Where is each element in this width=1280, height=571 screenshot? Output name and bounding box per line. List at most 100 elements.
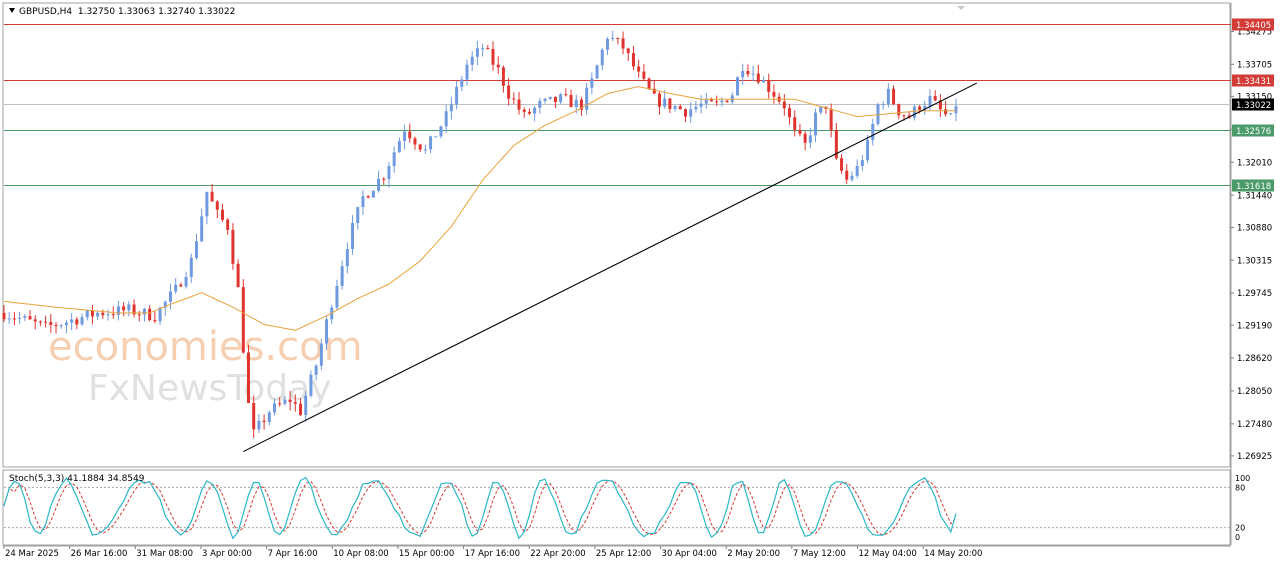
shift-marker-icon (957, 6, 965, 10)
candle (631, 45, 635, 71)
level-label-0: 1.34405 (1236, 21, 1271, 31)
candle (158, 306, 162, 326)
candle (725, 100, 729, 103)
candle (319, 338, 323, 371)
candle (533, 105, 537, 122)
candle (49, 314, 53, 333)
candle (23, 314, 27, 322)
ohlc-values: 1.32750 1.33063 1.32740 1.33022 (77, 7, 236, 17)
candle (85, 310, 89, 321)
price-tick-label: 1.33705 (1237, 61, 1272, 71)
price-tick-label: 1.28050 (1237, 387, 1272, 397)
candle (392, 146, 396, 173)
candle (595, 64, 599, 79)
candle (621, 31, 625, 55)
candle (465, 59, 469, 86)
candle (179, 282, 183, 288)
candle (293, 394, 297, 412)
watermark-line2: FxNewsToday (88, 368, 331, 409)
candle (210, 183, 214, 202)
candle (611, 30, 615, 42)
candle (767, 73, 771, 99)
level-labels: 1.34405 1.33431 1.33022 1.32576 1.31618 (1232, 18, 1274, 192)
candle (59, 323, 63, 329)
time-tick-label: 10 Apr 08:00 (333, 549, 388, 559)
candle (80, 313, 84, 327)
price-tick-label: 1.30315 (1237, 256, 1272, 266)
candle (356, 206, 360, 230)
candle (90, 304, 94, 325)
candle (855, 159, 859, 179)
candle (840, 154, 844, 175)
candle (106, 309, 110, 321)
level-label-1: 1.33431 (1236, 77, 1271, 87)
candle (845, 164, 849, 185)
level-label-4: 1.31618 (1236, 182, 1271, 192)
candle (304, 390, 308, 422)
candle (808, 128, 812, 149)
candle (715, 95, 719, 106)
dropdown-triangle-icon[interactable] (9, 8, 15, 13)
uptrend-line[interactable] (243, 82, 978, 453)
candle (18, 311, 22, 325)
candle (460, 76, 464, 92)
price-tick-label: 1.29190 (1237, 321, 1272, 331)
candle (762, 76, 766, 83)
candle (803, 130, 807, 151)
level-label-bg-3 (1232, 124, 1274, 137)
candle (361, 189, 365, 215)
candle (231, 223, 235, 270)
candle (434, 136, 438, 138)
candle (860, 154, 864, 171)
candle (933, 90, 937, 102)
time-tick-label: 26 Mar 16:00 (71, 549, 128, 559)
candle (142, 307, 146, 322)
candle (938, 94, 942, 117)
level-label-bg-0 (1232, 18, 1274, 31)
stoch-panel-frame (2, 469, 1231, 546)
time-tick-label: 25 Apr 12:00 (596, 549, 651, 559)
candle (132, 299, 136, 318)
candle (751, 65, 755, 82)
candle (579, 96, 583, 116)
ma-line (3, 86, 956, 331)
candle (491, 41, 495, 71)
time-tick-label: 12 May 04:00 (859, 549, 917, 559)
candle (75, 317, 79, 330)
candle (814, 108, 818, 143)
candle (371, 190, 375, 198)
candle (600, 47, 604, 71)
candle (793, 110, 797, 137)
candle (585, 82, 589, 115)
candle (756, 64, 760, 85)
candle (168, 283, 172, 310)
stoch-info-label: Stoch(5,3,3) 41.1884 34.8549 (9, 474, 145, 484)
candle (678, 104, 682, 110)
candle (871, 119, 875, 146)
candle (704, 93, 708, 109)
price-tick-label: 1.28620 (1237, 354, 1272, 364)
candle (64, 319, 68, 334)
candle (273, 398, 277, 416)
candles (2, 30, 958, 438)
candle (626, 47, 630, 62)
candle (382, 177, 386, 185)
candle (912, 104, 916, 121)
candle (517, 91, 521, 115)
candle (819, 106, 823, 115)
candle (262, 414, 266, 430)
candle (267, 410, 271, 426)
candle (2, 304, 6, 322)
candle (527, 108, 531, 116)
candle (559, 92, 563, 104)
candle (174, 278, 178, 294)
candle (522, 107, 526, 118)
candle (127, 301, 131, 317)
price-tick-label: 1.27480 (1237, 420, 1272, 430)
candle (439, 125, 443, 139)
candle (54, 322, 58, 334)
candle (538, 98, 542, 114)
time-tick-label: 24 Mar 2025 (5, 549, 59, 559)
